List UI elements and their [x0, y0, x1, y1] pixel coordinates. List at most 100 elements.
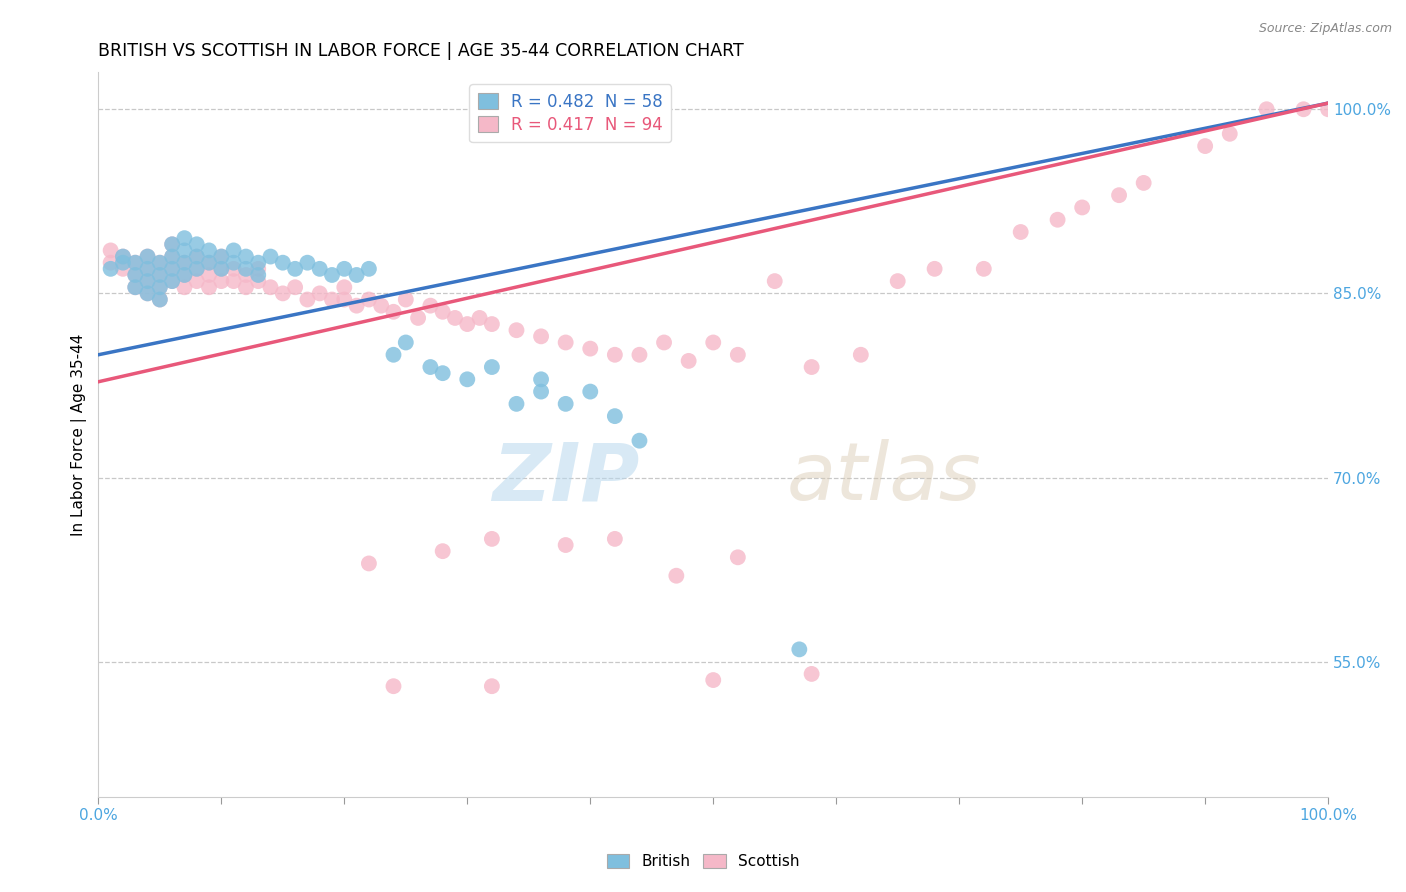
- Point: [800, 359, 823, 374]
- Point: [481, 679, 503, 693]
- Point: [186, 237, 208, 252]
- Point: [297, 256, 319, 270]
- Point: [160, 274, 183, 288]
- Point: [321, 293, 343, 307]
- Point: [395, 293, 418, 307]
- Point: [1010, 225, 1032, 239]
- Point: [160, 250, 183, 264]
- Point: [321, 268, 343, 282]
- Point: [1219, 127, 1241, 141]
- Text: BRITISH VS SCOTTISH IN LABOR FORCE | AGE 35-44 CORRELATION CHART: BRITISH VS SCOTTISH IN LABOR FORCE | AGE…: [98, 42, 744, 60]
- Point: [136, 286, 159, 301]
- Point: [395, 335, 418, 350]
- Point: [136, 261, 159, 276]
- Y-axis label: In Labor Force | Age 35-44: In Labor Force | Age 35-44: [72, 334, 87, 536]
- Point: [149, 293, 172, 307]
- Point: [456, 317, 478, 331]
- Point: [432, 305, 454, 319]
- Point: [333, 293, 356, 307]
- Point: [100, 244, 122, 258]
- Point: [198, 256, 221, 270]
- Point: [136, 286, 159, 301]
- Point: [186, 261, 208, 276]
- Point: [702, 335, 724, 350]
- Point: [406, 310, 429, 325]
- Point: [530, 384, 553, 399]
- Point: [111, 256, 134, 270]
- Point: [1071, 201, 1094, 215]
- Point: [124, 256, 146, 270]
- Point: [579, 384, 602, 399]
- Point: [247, 256, 270, 270]
- Point: [481, 317, 503, 331]
- Point: [849, 348, 872, 362]
- Point: [973, 261, 995, 276]
- Point: [357, 293, 380, 307]
- Point: [136, 250, 159, 264]
- Point: [222, 244, 245, 258]
- Point: [271, 286, 294, 301]
- Point: [173, 268, 195, 282]
- Text: atlas: atlas: [787, 439, 981, 517]
- Point: [111, 250, 134, 264]
- Point: [222, 256, 245, 270]
- Point: [149, 280, 172, 294]
- Point: [136, 261, 159, 276]
- Point: [357, 557, 380, 571]
- Point: [173, 268, 195, 282]
- Point: [346, 268, 368, 282]
- Point: [370, 299, 392, 313]
- Point: [886, 274, 908, 288]
- Point: [136, 274, 159, 288]
- Point: [160, 237, 183, 252]
- Point: [702, 673, 724, 687]
- Legend: R = 0.482  N = 58, R = 0.417  N = 94: R = 0.482 N = 58, R = 0.417 N = 94: [470, 85, 671, 142]
- Point: [652, 335, 675, 350]
- Point: [149, 256, 172, 270]
- Point: [173, 244, 195, 258]
- Point: [346, 299, 368, 313]
- Point: [665, 568, 688, 582]
- Point: [198, 280, 221, 294]
- Point: [198, 268, 221, 282]
- Point: [124, 268, 146, 282]
- Point: [160, 274, 183, 288]
- Point: [530, 372, 553, 386]
- Point: [149, 280, 172, 294]
- Point: [173, 231, 195, 245]
- Point: [160, 261, 183, 276]
- Point: [160, 237, 183, 252]
- Point: [579, 342, 602, 356]
- Point: [149, 256, 172, 270]
- Legend: British, Scottish: British, Scottish: [600, 848, 806, 875]
- Point: [235, 250, 257, 264]
- Point: [209, 250, 232, 264]
- Point: [468, 310, 491, 325]
- Point: [222, 261, 245, 276]
- Point: [554, 538, 576, 552]
- Point: [271, 256, 294, 270]
- Point: [124, 280, 146, 294]
- Point: [530, 329, 553, 343]
- Point: [149, 268, 172, 282]
- Point: [432, 544, 454, 558]
- Text: ZIP: ZIP: [492, 439, 640, 517]
- Point: [284, 261, 307, 276]
- Point: [297, 293, 319, 307]
- Point: [382, 305, 405, 319]
- Point: [235, 261, 257, 276]
- Point: [481, 359, 503, 374]
- Point: [789, 642, 811, 657]
- Point: [160, 261, 183, 276]
- Point: [222, 274, 245, 288]
- Point: [186, 250, 208, 264]
- Point: [111, 261, 134, 276]
- Point: [924, 261, 946, 276]
- Point: [100, 256, 122, 270]
- Point: [628, 348, 651, 362]
- Point: [382, 348, 405, 362]
- Point: [554, 397, 576, 411]
- Point: [186, 261, 208, 276]
- Point: [678, 354, 700, 368]
- Point: [308, 286, 330, 301]
